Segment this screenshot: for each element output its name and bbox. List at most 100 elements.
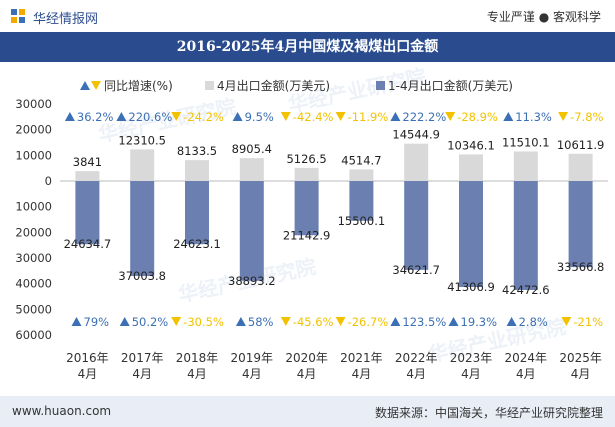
up-arrow-icon [503,112,514,121]
y-tick-label: 10000 [15,148,52,162]
bar-cumulative [239,181,264,281]
growth-monthly-label: 11.3% [515,110,552,124]
y-tick-label: 0 [45,174,52,188]
growth-monthly-label: 220.6% [128,110,172,124]
x-tick-label: 2024年 4月 [505,351,548,381]
data-label-cumulative: 15500.1 [338,214,386,228]
bar-cumulative [130,181,155,276]
data-label-monthly: 14544.9 [392,128,440,142]
growth-cumulative-label: 2.8% [519,315,548,329]
y-tick-label: 30000 [15,97,52,111]
data-label-monthly: 11510.1 [502,135,550,149]
growth-monthly-label: 36.2% [77,110,114,124]
data-label-cumulative: 34621.7 [392,263,440,277]
bar-monthly [239,158,264,181]
x-tick-label: 2021年 4月 [340,351,383,381]
growth-cumulative-label: 19.3% [461,315,498,329]
data-label-cumulative: 24623.1 [173,237,221,251]
growth-monthly-label: -42.4% [293,110,334,124]
bar-cumulative [568,181,593,268]
growth-monthly-label: 9.5% [245,110,274,124]
growth-cumulative-label: 58% [248,315,274,329]
data-label-monthly: 5126.5 [286,152,326,166]
down-arrow-icon [558,112,569,121]
bar-cumulative [294,181,319,236]
data-label-cumulative: 24634.7 [64,237,112,251]
data-label-cumulative: 38893.2 [228,274,276,288]
legend-label-growth: 同比增速(%) [104,79,173,93]
data-label-cumulative: 37003.8 [118,269,166,283]
x-tick-label: 2022年 4月 [395,351,438,381]
down-arrow-icon [171,112,182,121]
y-tick-label: 10000 [15,200,52,214]
data-label-monthly: 8905.4 [232,142,272,156]
up-arrow-icon [232,112,243,121]
up-arrow-icon [71,317,82,326]
data-label-cumulative: 21142.9 [283,228,331,242]
data-label-monthly: 4514.7 [341,153,381,167]
bar-monthly [130,149,155,181]
bar-monthly [568,153,593,181]
footer: www.huaon.com 数据来源：中国海关，华经产业研究院整理 [0,396,615,427]
growth-cumulative-label: -21% [573,315,603,329]
x-tick-label: 2023年 4月 [450,351,493,381]
growth-monthly-label: -7.8% [570,110,603,124]
growth-monthly-label: -11.9% [348,110,389,124]
y-tick-label: 40000 [15,277,52,291]
bar-monthly [513,151,538,181]
data-label-monthly: 3841 [73,155,102,169]
legend-label-monthly: 4月出口金额(万美元) [217,78,330,93]
x-tick-label: 2017年 4月 [121,351,164,381]
legend-label-cumulative: 1-4月出口金额(万美元) [388,78,513,93]
data-label-cumulative: 33566.8 [557,260,605,274]
growth-cumulative-label: -45.6% [293,315,334,329]
x-tick-label: 2018年 4月 [176,351,219,381]
bar-monthly [75,171,100,181]
up-arrow-icon [390,317,401,326]
data-label-monthly: 12310.5 [118,133,166,147]
up-arrow-icon [448,317,459,326]
legend-swatch-monthly [205,81,214,90]
y-tick-label: 60000 [15,328,52,342]
bar-monthly [459,154,483,181]
up-arrow-icon [506,317,517,326]
bar-monthly [349,169,374,181]
down-arrow-icon [280,317,291,326]
bar-cumulative [513,181,538,291]
growth-cumulative-label: 123.5% [402,315,446,329]
y-tick-label: 50000 [15,302,52,316]
site-name: 华经情报网 [33,12,99,27]
data-label-monthly: 8133.5 [177,144,217,158]
down-arrow-icon [561,317,572,326]
bar-monthly [185,160,209,181]
y-tick-label: 20000 [15,225,52,239]
bar-cumulative [459,181,483,288]
slogan: 专业严谨 ● 客观科学 [486,10,601,24]
x-tick-label: 2019年 4月 [231,351,274,381]
growth-cumulative-label: -30.5% [183,315,224,329]
down-arrow-icon [280,112,291,121]
bar-cumulative [404,181,429,270]
x-tick-label: 2016年 4月 [66,351,109,381]
growth-cumulative-label: 50.2% [132,315,169,329]
up-arrow-icon [235,317,246,326]
down-arrow-icon [171,317,182,326]
down-arrow-icon [335,317,346,326]
bar-monthly [294,167,319,181]
bar-cumulative [349,181,374,221]
bar-monthly [404,143,429,181]
up-arrow-icon [64,112,75,121]
chart-title: 2016-2025年4月中国煤及褐煤出口金额 [0,32,615,62]
x-tick-label: 2020年 4月 [285,351,328,381]
data-label-cumulative: 41306.9 [447,280,495,294]
growth-monthly-label: -24.2% [183,110,224,124]
top-bar: 华经情报网 专业严谨 ● 客观科学 [0,0,615,32]
up-arrow-icon [116,112,127,121]
up-arrow-icon [119,317,130,326]
footer-source: 数据来源：中国海关，华经产业研究院整理 [374,406,603,420]
data-label-monthly: 10346.1 [447,138,495,152]
footer-url[interactable]: www.huaon.com [12,404,112,418]
legend-up-arrow-icon [80,81,90,90]
data-label-cumulative: 42472.6 [502,283,550,297]
bar-cumulative [75,181,100,245]
